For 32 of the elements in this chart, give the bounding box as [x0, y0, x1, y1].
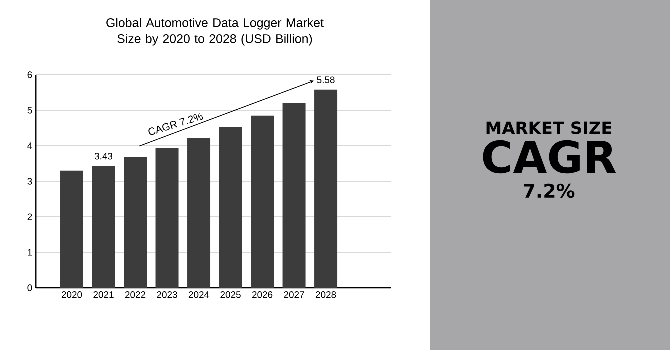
- bar: [92, 166, 116, 288]
- bar: [188, 138, 211, 288]
- y-tick-label: 3: [28, 178, 32, 185]
- bar: [219, 127, 242, 288]
- text: 7.2%: [524, 184, 575, 198]
- y-tick-label: 6: [28, 72, 32, 78]
- y-tick-label: 4: [28, 142, 32, 150]
- text: CAGR: [483, 140, 616, 174]
- annotation: CAGR 7.2%: [148, 113, 204, 136]
- x-tick-label: 2020: [62, 292, 82, 298]
- x-tick-label: 2022: [125, 292, 146, 298]
- data-label: 5.58: [317, 76, 335, 84]
- x-tick-label: 2024: [188, 292, 210, 298]
- y-tick-label: 0: [28, 284, 32, 292]
- bar: [124, 157, 148, 288]
- x-tick-label: 2023: [157, 292, 178, 298]
- x-tick-label: 2021: [94, 292, 114, 298]
- data-label: 3.43: [94, 153, 113, 160]
- x-tick-label: 2027: [284, 292, 304, 298]
- bar: [156, 148, 179, 288]
- y-tick-label: 5: [28, 107, 32, 114]
- y-tick-label: 2: [28, 214, 32, 220]
- bar: [60, 170, 84, 288]
- bar: [314, 90, 338, 288]
- bar: [282, 103, 306, 288]
- x-tick-label: 2025: [220, 292, 241, 298]
- chart-title: Global Automotive Data Logger Market Size by 2020 to 2028 (USD Billion): [106, 18, 324, 46]
- bar: [251, 116, 274, 288]
- x-tick-label: 2026: [252, 292, 273, 298]
- y-tick-label: 1: [28, 249, 32, 256]
- x-tick-label: 2028: [316, 292, 336, 298]
- text: MARKET SIZE: [486, 122, 612, 134]
